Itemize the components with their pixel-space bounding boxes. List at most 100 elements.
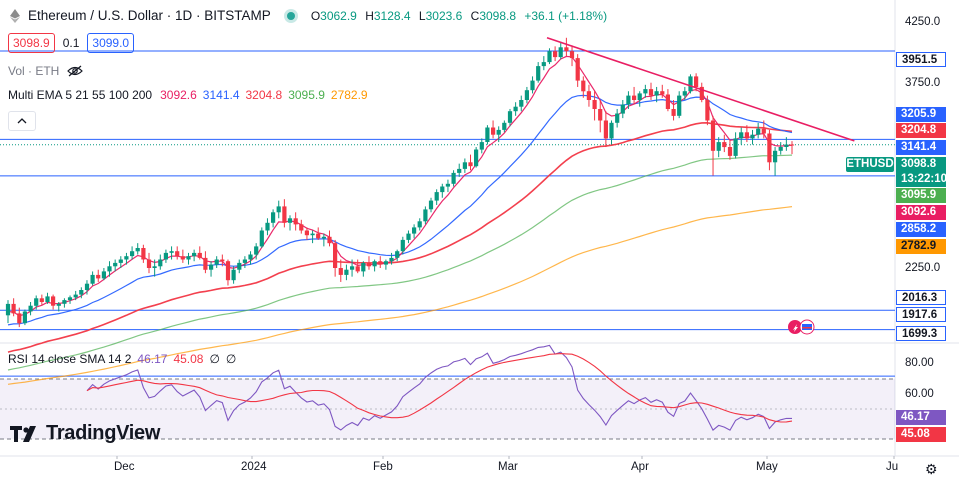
candle-body: [491, 127, 496, 135]
candle-body: [710, 120, 716, 151]
settings-gear-icon[interactable]: ⚙: [925, 461, 938, 477]
resistance-trendline: [546, 37, 855, 142]
candle-body: [231, 269, 236, 281]
candle-body: [569, 51, 575, 59]
candle-body: [225, 261, 231, 281]
candle-body: [237, 262, 242, 270]
candle-body: [739, 132, 744, 139]
candle-body: [451, 172, 456, 184]
level-label: 1699.3: [896, 326, 946, 341]
candle-body: [395, 251, 400, 258]
candle-body: [287, 218, 293, 223]
rsi-sma-value: 45.08: [173, 352, 204, 366]
level-label: 1917.6: [896, 307, 946, 322]
candle-body: [310, 233, 315, 236]
time-label: Feb: [373, 461, 393, 473]
eye-crossed-icon[interactable]: [67, 65, 84, 77]
ethereum-icon: [10, 8, 20, 23]
ema-5-value: 3092.6: [160, 88, 197, 102]
candle-body: [592, 100, 597, 109]
rsi-legend[interactable]: RSI 14 close SMA 14 2 46.17 45.08 ∅ ∅: [8, 352, 236, 366]
candle-body: [553, 51, 558, 58]
candle-body: [586, 91, 591, 100]
candle-body: [536, 66, 541, 81]
candle-body: [350, 266, 355, 270]
candle-body: [192, 252, 197, 257]
candle-body: [169, 251, 174, 253]
rsi-sma-label: 45.08: [896, 427, 946, 442]
buy-price-button[interactable]: 3099.0: [87, 33, 135, 53]
high-value: 3128.4: [373, 8, 411, 23]
symbol-title[interactable]: Ethereum / U.S. Dollar · 1D · BITSTAMP: [28, 8, 271, 23]
candle-body: [271, 212, 276, 223]
candle-body: [434, 192, 439, 201]
candle-body: [344, 269, 349, 275]
low-value: 3023.6: [425, 8, 463, 23]
ema-legend[interactable]: Multi EMA 5 21 55 100 200 3092.6 3141.4 …: [8, 88, 368, 102]
level-label: 2858.2: [896, 222, 946, 237]
candle-body: [699, 86, 704, 100]
candle-body: [180, 256, 185, 260]
candle-body: [716, 142, 721, 151]
candle-body: [784, 144, 789, 147]
price-tick: 3750.0: [905, 77, 941, 89]
tradingview-logo[interactable]: TradingView: [10, 422, 160, 445]
candle-body: [479, 142, 484, 150]
candle-body: [39, 298, 44, 302]
candle-body: [254, 246, 259, 255]
rsi-sma-line: [86, 353, 793, 423]
ema-line-ema-55: [7, 121, 793, 353]
candle-body: [276, 206, 281, 213]
ohlc-values: O3062.9 H3128.4 L3023.6 C3098.8 +36.1 (+…: [310, 8, 608, 23]
candle-body: [293, 218, 298, 225]
rsi-line: [86, 344, 792, 431]
close-value: 3098.8: [479, 8, 517, 23]
candle-body: [530, 80, 535, 91]
candle-body: [462, 162, 467, 169]
rsi-tick: 80.00: [905, 357, 934, 369]
candle-body: [316, 233, 321, 239]
time-label: May: [756, 461, 778, 473]
candle-body: [51, 296, 56, 306]
candle-body: [722, 142, 727, 148]
candle-body: [259, 230, 264, 247]
volume-label: Vol · ETH: [8, 64, 60, 78]
collapse-legend-button[interactable]: [8, 111, 36, 131]
candle-body: [541, 62, 546, 67]
candle-body: [598, 109, 603, 121]
candle-body: [389, 257, 394, 262]
sell-price-button[interactable]: 3098.9: [8, 33, 55, 53]
candle-body: [778, 147, 783, 151]
candle-body: [620, 104, 625, 114]
price-tick: 4250.0: [905, 16, 941, 28]
candle-body: [626, 95, 631, 105]
candle-body: [146, 259, 152, 268]
candle-body: [705, 100, 710, 121]
candle-body: [428, 200, 434, 210]
candle-body: [124, 256, 129, 260]
events-icon[interactable]: [787, 319, 817, 335]
symbol-tag: ETHUSD: [846, 157, 894, 172]
candle-body: [502, 122, 507, 130]
spread-value: 0.1: [62, 36, 80, 50]
open-value: 3062.9: [320, 8, 357, 23]
candle-body: [56, 303, 61, 306]
candle-body: [214, 259, 219, 265]
time-label: Dec: [114, 461, 135, 473]
candle-body: [299, 224, 304, 231]
candle-body: [767, 133, 772, 163]
candle-body: [378, 261, 383, 265]
volume-legend[interactable]: Vol · ETH: [8, 64, 84, 78]
ema-100-label: 3095.9: [896, 188, 946, 203]
candle-body: [694, 76, 699, 87]
candle-body: [733, 138, 738, 156]
rsi-value-label: 46.17: [896, 410, 946, 425]
tradingview-icon: [10, 425, 36, 442]
candle-body: [412, 227, 417, 234]
candle-body: [761, 128, 766, 134]
time-label: Apr: [631, 461, 649, 473]
candle-body: [96, 274, 101, 279]
rsi-value: 46.17: [137, 352, 168, 366]
